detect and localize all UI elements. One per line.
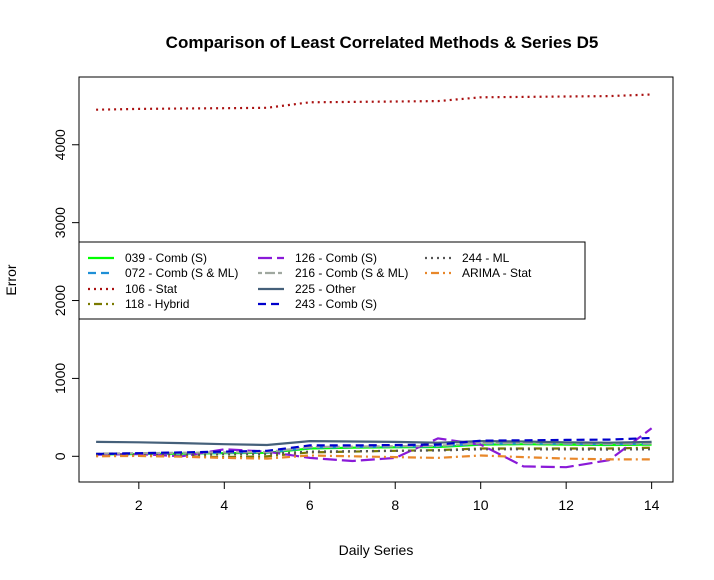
legend-label: 225 - Other <box>295 282 356 296</box>
y-axis-label: Error <box>3 264 19 295</box>
x-tick-label: 10 <box>473 497 489 513</box>
y-tick-label: 1000 <box>52 363 68 394</box>
y-tick-label: 3000 <box>52 207 68 238</box>
y-tick-label: 2000 <box>52 285 68 316</box>
legend-label: ARIMA - Stat <box>462 266 532 280</box>
x-tick-label: 12 <box>558 497 574 513</box>
y-axis: 0 1000 2000 3000 4000 <box>52 129 80 460</box>
legend: 039 - Comb (S)072 - Comb (S & ML) 106 - S… <box>78 241 586 320</box>
y-tick-label: 0 <box>52 452 68 460</box>
legend-label: 118 - Hybrid <box>125 297 189 311</box>
chart-title: Comparison of Least Correlated Methods &… <box>166 33 599 52</box>
legend-label: 126 - Comb (S) <box>295 251 377 265</box>
series-line-10 <box>96 454 652 461</box>
x-axis: 2 4 6 8 10 12 14 <box>135 481 660 513</box>
legend-box <box>78 241 586 320</box>
legend-label: 216 - Comb (S & ML) <box>295 266 408 280</box>
x-tick-label: 4 <box>220 497 228 513</box>
series-line-5 <box>96 427 653 469</box>
series-line-3 <box>96 93 652 111</box>
series-line-8 <box>96 436 652 456</box>
legend-label: 243 - Comb (S) <box>295 297 377 311</box>
x-tick-label: 14 <box>644 497 660 513</box>
legend-label: 039 - Comb (S) <box>125 251 207 265</box>
legend-label: 106 - Stat <box>125 282 178 296</box>
series-lines <box>96 93 653 469</box>
x-tick-label: 8 <box>391 497 399 513</box>
legend-label: 072 - Comb (S & ML) <box>125 266 238 280</box>
x-axis-label: Daily Series <box>339 542 414 558</box>
y-tick-label: 4000 <box>52 129 68 160</box>
legend-label: 244 - ML <box>462 251 510 265</box>
x-tick-label: 6 <box>306 497 314 513</box>
series-line-9 <box>96 448 652 457</box>
series-line-7 <box>96 439 652 447</box>
x-tick-label: 2 <box>135 497 143 513</box>
